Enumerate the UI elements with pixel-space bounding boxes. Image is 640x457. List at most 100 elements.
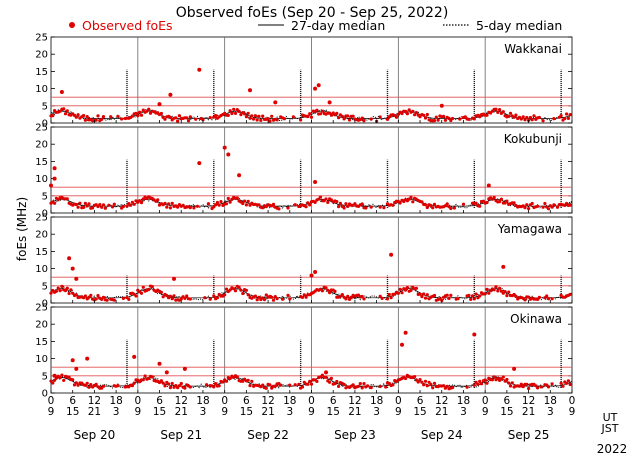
observed-point bbox=[396, 291, 400, 295]
observed-point bbox=[360, 386, 364, 390]
jst-tick-label: 15 bbox=[413, 406, 426, 418]
observed-point bbox=[208, 116, 212, 120]
observed-point bbox=[252, 117, 256, 121]
observed-point bbox=[541, 119, 545, 123]
observed-point bbox=[418, 115, 422, 119]
observed-point bbox=[364, 206, 368, 210]
observed-point bbox=[168, 206, 172, 210]
observed-point bbox=[100, 297, 104, 301]
observed-point bbox=[226, 152, 231, 157]
observed-point bbox=[519, 382, 523, 386]
observed-point bbox=[183, 386, 187, 390]
observed-point bbox=[346, 114, 350, 118]
observed-point bbox=[347, 118, 352, 122]
observed-point bbox=[297, 382, 301, 386]
ut-tick-label: 12 bbox=[348, 395, 361, 407]
observed-point bbox=[384, 385, 388, 389]
observed-point bbox=[74, 366, 79, 371]
observed-point bbox=[65, 109, 69, 113]
observed-point bbox=[271, 298, 276, 302]
observed-point bbox=[425, 112, 429, 117]
observed-point bbox=[235, 196, 239, 200]
observed-point bbox=[223, 293, 227, 297]
observed-point bbox=[246, 199, 250, 203]
chart-title: Observed foEs (Sep 20 - Sep 25, 2022) bbox=[176, 5, 449, 21]
observed-point bbox=[270, 114, 274, 118]
observed-point bbox=[329, 113, 333, 117]
jst-tick-label: 15 bbox=[66, 406, 79, 418]
observed-point bbox=[525, 115, 529, 120]
y-tick-label: 10 bbox=[35, 354, 48, 365]
observed-point bbox=[244, 115, 248, 119]
observed-point bbox=[309, 115, 314, 119]
observed-point bbox=[76, 383, 80, 387]
observed-point bbox=[59, 90, 64, 94]
observed-point bbox=[163, 201, 167, 205]
y-tick-label: 25 bbox=[35, 213, 48, 224]
observed-point bbox=[550, 382, 554, 386]
observed-point bbox=[167, 382, 171, 386]
observed-point bbox=[527, 386, 531, 391]
observed-point bbox=[275, 297, 279, 301]
jst-tick-label: 21 bbox=[522, 406, 535, 418]
y-tick-label: 5 bbox=[42, 191, 48, 202]
ut-tick-label: 12 bbox=[435, 395, 448, 407]
observed-point bbox=[568, 203, 572, 207]
observed-point bbox=[63, 112, 68, 116]
observed-point bbox=[467, 293, 471, 298]
observed-point bbox=[172, 294, 176, 298]
observed-point bbox=[432, 119, 437, 123]
observed-point bbox=[565, 381, 569, 385]
y-tick-label: 15 bbox=[35, 247, 48, 258]
y-axis-label: foEs (MHz) bbox=[15, 197, 29, 261]
observed-point bbox=[499, 289, 503, 293]
ut-tick-label: 12 bbox=[88, 395, 101, 407]
observed-point bbox=[241, 379, 245, 383]
observed-point bbox=[107, 203, 111, 207]
observed-point bbox=[134, 294, 138, 298]
observed-point bbox=[413, 375, 417, 379]
observed-point bbox=[463, 115, 467, 119]
observed-point bbox=[125, 204, 129, 208]
jst-tick-label: 21 bbox=[175, 406, 188, 418]
observed-point bbox=[508, 384, 513, 388]
observed-point bbox=[492, 195, 496, 200]
observed-point bbox=[192, 206, 196, 210]
observed-point bbox=[74, 202, 78, 207]
observed-point bbox=[309, 273, 314, 278]
observed-point bbox=[351, 383, 355, 387]
observed-point bbox=[328, 291, 332, 295]
observed-point bbox=[139, 291, 144, 295]
observed-point bbox=[492, 375, 496, 379]
observed-point bbox=[432, 381, 437, 385]
observed-point bbox=[141, 285, 145, 289]
observed-point bbox=[233, 289, 238, 293]
observed-point bbox=[132, 202, 136, 206]
observed-point bbox=[250, 114, 254, 118]
date-label: Sep 22 bbox=[247, 428, 289, 442]
observed-point bbox=[487, 291, 491, 295]
ut-tick-label: 0 bbox=[221, 395, 228, 407]
ut-tick-label: 6 bbox=[504, 395, 511, 407]
station-label: Yamagawa bbox=[497, 222, 562, 236]
observed-point bbox=[172, 276, 176, 281]
observed-point bbox=[248, 88, 252, 93]
legend-5day-label: 5-day median bbox=[476, 18, 562, 33]
y-tick-label: 15 bbox=[35, 67, 48, 78]
observed-point bbox=[282, 117, 286, 121]
jst-tick-label: 21 bbox=[348, 406, 361, 418]
y-tick-label: 5 bbox=[42, 371, 48, 382]
observed-point bbox=[195, 204, 200, 208]
observed-point bbox=[281, 297, 285, 301]
observed-point bbox=[546, 207, 551, 211]
observed-point bbox=[52, 373, 57, 378]
observed-point bbox=[519, 117, 523, 121]
observed-point bbox=[313, 86, 318, 91]
observed-point bbox=[264, 386, 268, 390]
observed-point bbox=[543, 201, 547, 206]
observed-point bbox=[159, 290, 163, 294]
observed-point bbox=[416, 380, 420, 384]
observed-point bbox=[537, 295, 542, 299]
observed-point bbox=[299, 118, 303, 122]
